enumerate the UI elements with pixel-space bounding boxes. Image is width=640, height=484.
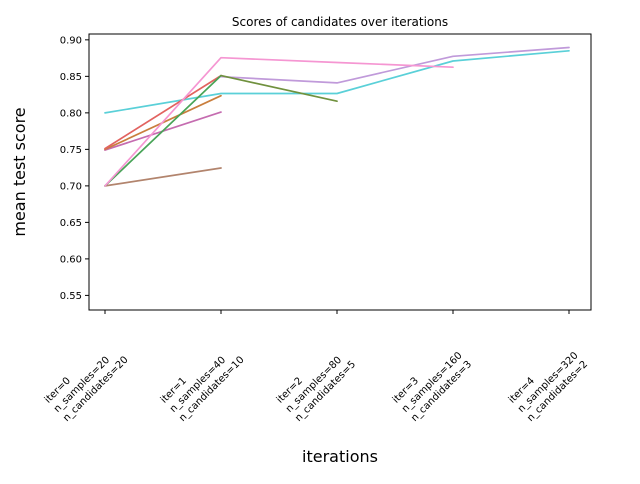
- y-tick-label: 0.70: [60, 181, 82, 192]
- y-tick-label: 0.90: [60, 35, 82, 46]
- series-salmon-line: [104, 74, 222, 150]
- x-tick-label: iter=4n_samples=320n_candidates=2: [507, 341, 590, 424]
- series-brown-line: [104, 167, 222, 187]
- y-tick-label: 0.75: [60, 145, 82, 156]
- x-tick-label: iter=3n_samples=160n_candidates=3: [391, 341, 474, 424]
- y-tick-label: 0.60: [60, 254, 82, 265]
- x-tick-label: iter=0n_samples=20n_candidates=20: [43, 336, 131, 424]
- series-olive-line: [220, 74, 338, 103]
- series-green-line: [104, 74, 222, 187]
- plot-area: 0.55 0.60 0.65 0.70 0.75 0.80 0.85 0.90 iter=0n_…: [43, 33, 592, 424]
- series-cyan-line: [104, 49, 570, 114]
- y-tick-label: 0.55: [60, 291, 82, 302]
- y-tick-label: 0.65: [60, 218, 82, 229]
- y-axis-label: mean test score: [10, 107, 29, 236]
- series-pink-line: [104, 56, 454, 187]
- plot-border: [88, 33, 592, 311]
- x-axis-label: iterations: [302, 447, 378, 466]
- series-plum-line: [220, 46, 570, 84]
- chart-title: Scores of candidates over iterations: [232, 15, 448, 29]
- y-tick-label: 0.85: [60, 72, 82, 83]
- x-tick-label: iter=1n_samples=40n_candidates=10: [159, 336, 247, 424]
- y-tick-label: 0.80: [60, 108, 82, 119]
- x-tick-label: iter=2n_samples=80n_candidates=5: [275, 341, 358, 424]
